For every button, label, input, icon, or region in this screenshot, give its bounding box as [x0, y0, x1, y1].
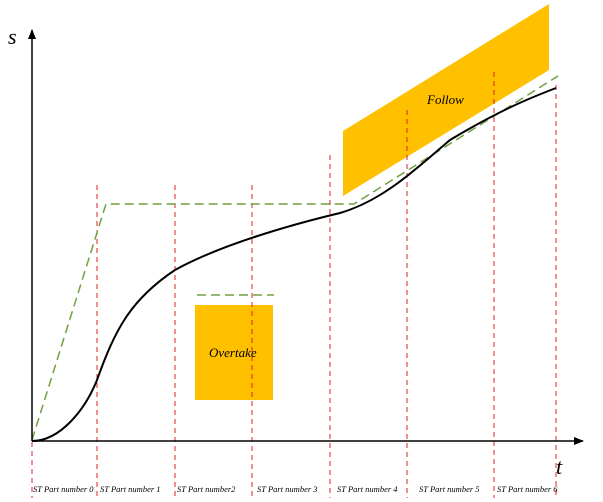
- segment-label-5: ST Part number 5: [419, 484, 480, 494]
- planned-path: [32, 76, 558, 440]
- follow-label: Follow: [426, 92, 464, 107]
- segment-label-2: ST Part number2: [177, 484, 236, 494]
- trajectory-curve: [32, 88, 556, 441]
- segment-dividers: [32, 72, 556, 498]
- segment-label-4: ST Part number 4: [337, 484, 398, 494]
- t-axis-label: t: [556, 454, 563, 479]
- s-axis-label: s: [8, 24, 17, 49]
- segment-label-3: ST Part number 3: [257, 484, 318, 494]
- segment-label-1: ST Part number 1: [100, 484, 161, 494]
- overtake-label: Overtake: [209, 345, 257, 360]
- segment-label-0: ST Part number 0: [33, 484, 94, 494]
- segment-label-6: ST Part number 6: [497, 484, 558, 494]
